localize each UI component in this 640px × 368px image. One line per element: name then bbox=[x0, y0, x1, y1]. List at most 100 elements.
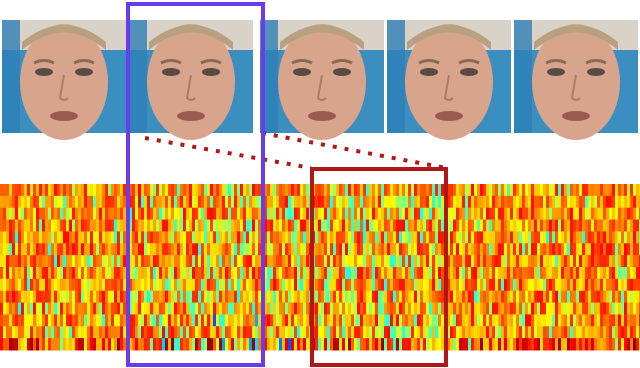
heat-cell bbox=[282, 279, 286, 291]
heat-cell bbox=[387, 243, 391, 255]
heat-cell bbox=[219, 255, 223, 267]
heat-cell bbox=[219, 243, 223, 255]
heat-cell bbox=[636, 255, 640, 267]
heat-cell bbox=[330, 314, 334, 326]
heat-cell bbox=[159, 267, 163, 279]
heat-cell bbox=[405, 184, 409, 196]
heat-cell bbox=[366, 291, 370, 303]
heat-cell bbox=[576, 243, 580, 255]
heat-cell bbox=[630, 255, 634, 267]
heat-cell bbox=[339, 231, 343, 243]
heat-cell bbox=[330, 184, 334, 196]
heat-cell bbox=[573, 220, 577, 232]
heat-cell bbox=[240, 326, 244, 338]
heat-cell bbox=[375, 326, 379, 338]
heat-cell bbox=[231, 243, 235, 255]
heat-cell bbox=[585, 243, 589, 255]
heat-cell bbox=[402, 243, 406, 255]
heat-cell bbox=[117, 231, 121, 243]
heat-cell bbox=[606, 338, 610, 350]
heat-cell bbox=[9, 255, 13, 267]
heat-cell bbox=[408, 196, 412, 208]
heat-cell bbox=[57, 279, 61, 291]
heat-cell bbox=[108, 231, 112, 243]
heat-cell bbox=[105, 220, 109, 232]
heat-cell bbox=[498, 338, 502, 350]
heat-cell bbox=[417, 231, 421, 243]
heat-cell bbox=[573, 314, 577, 326]
heat-cell bbox=[0, 208, 4, 220]
heat-cell bbox=[93, 291, 97, 303]
heat-cell bbox=[81, 220, 85, 232]
heat-cell bbox=[81, 231, 85, 243]
heat-cell bbox=[231, 184, 235, 196]
heat-cell bbox=[471, 255, 475, 267]
heat-cell bbox=[300, 303, 304, 315]
heat-cell bbox=[624, 243, 628, 255]
heat-cell bbox=[564, 267, 568, 279]
heat-cell bbox=[171, 279, 175, 291]
heat-cell bbox=[486, 243, 490, 255]
heat-cell bbox=[144, 267, 148, 279]
heat-cell bbox=[378, 326, 382, 338]
heat-cell bbox=[63, 338, 67, 350]
heat-cell bbox=[426, 208, 430, 220]
heat-cell bbox=[117, 279, 121, 291]
heat-cell bbox=[375, 291, 379, 303]
heat-cell bbox=[141, 184, 145, 196]
heat-cell bbox=[438, 184, 442, 196]
heat-cell bbox=[396, 303, 400, 315]
heat-cell bbox=[492, 291, 496, 303]
heat-cell bbox=[423, 314, 427, 326]
heat-cell bbox=[249, 338, 253, 350]
heat-cell bbox=[414, 303, 418, 315]
heat-cell bbox=[117, 267, 121, 279]
heat-cell bbox=[246, 314, 250, 326]
heat-cell bbox=[30, 267, 34, 279]
heat-cell bbox=[516, 208, 520, 220]
heat-cell bbox=[114, 231, 118, 243]
heat-cell bbox=[51, 279, 55, 291]
heat-cell bbox=[186, 291, 190, 303]
heat-cell bbox=[396, 196, 400, 208]
heat-cell bbox=[105, 255, 109, 267]
heat-cell bbox=[477, 279, 481, 291]
heat-cell bbox=[456, 220, 460, 232]
heat-cell bbox=[228, 303, 232, 315]
heat-cell bbox=[429, 267, 433, 279]
heat-cell bbox=[549, 291, 553, 303]
heat-cell bbox=[273, 208, 277, 220]
heat-cell bbox=[57, 291, 61, 303]
heat-cell bbox=[576, 208, 580, 220]
heat-cell bbox=[72, 267, 76, 279]
heat-cell bbox=[393, 314, 397, 326]
heat-cell bbox=[99, 267, 103, 279]
heat-cell bbox=[186, 231, 190, 243]
heat-cell bbox=[63, 220, 67, 232]
heat-cell bbox=[315, 314, 319, 326]
heat-cell bbox=[372, 208, 376, 220]
heat-cell bbox=[555, 243, 559, 255]
heat-cell bbox=[60, 267, 64, 279]
heat-cell bbox=[486, 208, 490, 220]
heat-cell bbox=[561, 267, 565, 279]
heat-cell bbox=[147, 196, 151, 208]
heat-cell bbox=[597, 196, 601, 208]
heat-cell bbox=[189, 326, 193, 338]
heat-cell bbox=[606, 303, 610, 315]
heat-cell bbox=[174, 220, 178, 232]
heat-cell bbox=[342, 255, 346, 267]
heat-cell bbox=[381, 314, 385, 326]
heat-cell bbox=[531, 196, 535, 208]
heat-cell bbox=[75, 326, 79, 338]
heat-cell bbox=[132, 231, 136, 243]
heat-cell bbox=[486, 326, 490, 338]
heat-cell bbox=[522, 220, 526, 232]
heat-cell bbox=[177, 243, 181, 255]
heat-cell bbox=[30, 243, 34, 255]
heat-cell bbox=[459, 208, 463, 220]
heat-cell bbox=[414, 243, 418, 255]
heat-cell bbox=[282, 243, 286, 255]
heat-cell bbox=[528, 303, 532, 315]
heat-cell bbox=[591, 279, 595, 291]
